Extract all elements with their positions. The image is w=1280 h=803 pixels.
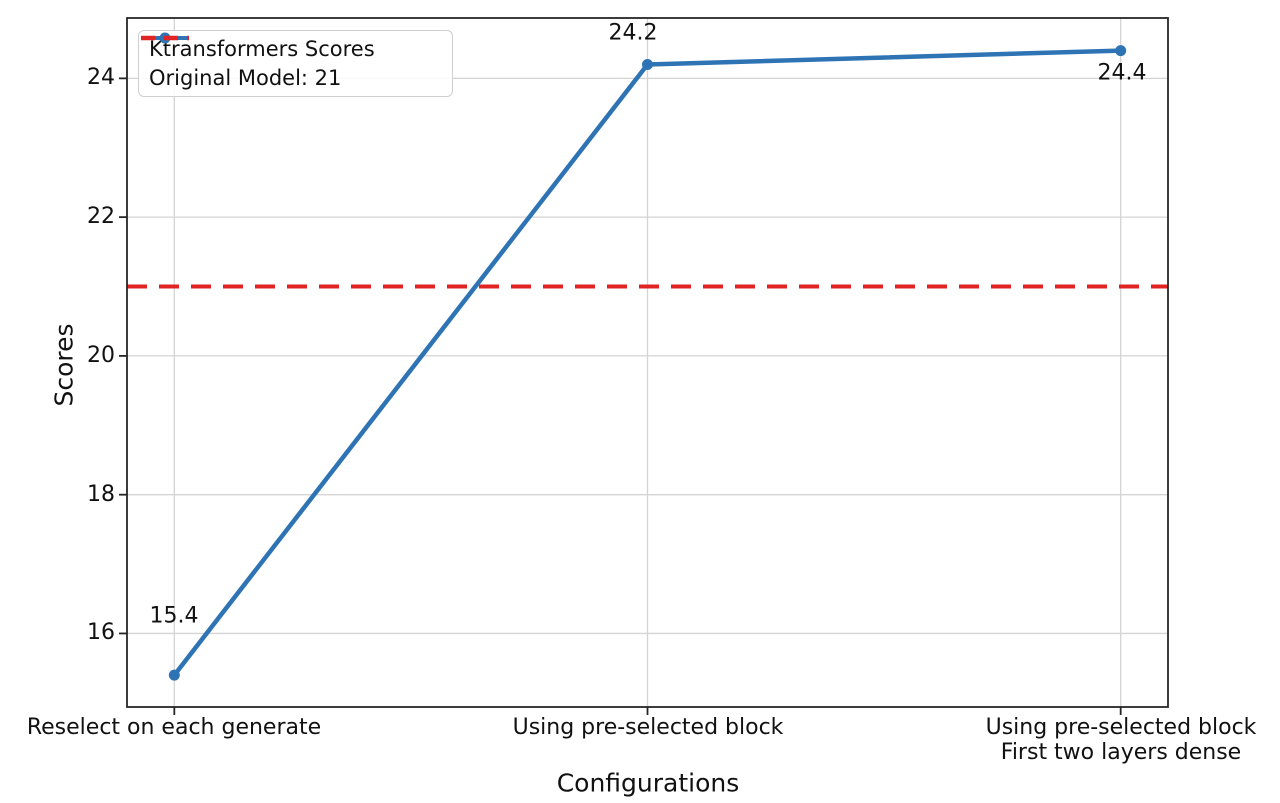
data-point-marker [1115, 45, 1127, 57]
x-axis-label: Configurations [556, 768, 740, 798]
legend-label-series: Ktransformers Scores [149, 37, 375, 62]
data-label-point-3: 24.4 [1097, 60, 1147, 86]
legend-label-reference: Original Model: 21 [149, 65, 342, 90]
data-label-point-2: 24.2 [608, 20, 658, 46]
y-tick-label-16: 16 [87, 620, 115, 645]
legend-dashed-line-icon [141, 35, 189, 41]
x-tick-label-2: Using pre-selected block [512, 715, 784, 740]
x-tick-label-1: Reselect on each generate [26, 715, 322, 740]
y-tick-label-18: 18 [87, 482, 115, 507]
x-tick-label-3: Using pre-selected block First two layer… [985, 715, 1257, 765]
legend: Ktransformers Scores Original Model: 21 [138, 30, 453, 97]
legend-item-ktransformers-scores: Ktransformers Scores [141, 32, 442, 62]
y-tick-label-20: 20 [87, 343, 115, 368]
y-axis-label: Scores [49, 323, 79, 407]
y-tick-label-22: 22 [87, 204, 115, 229]
legend-item-original-model: Original Model: 21 [141, 35, 442, 90]
plot-spines [126, 17, 1169, 708]
data-label-point-1: 15.4 [149, 603, 199, 629]
y-tick-label-24: 24 [87, 65, 115, 90]
data-point-marker [642, 58, 653, 70]
data-point-marker [168, 669, 180, 681]
